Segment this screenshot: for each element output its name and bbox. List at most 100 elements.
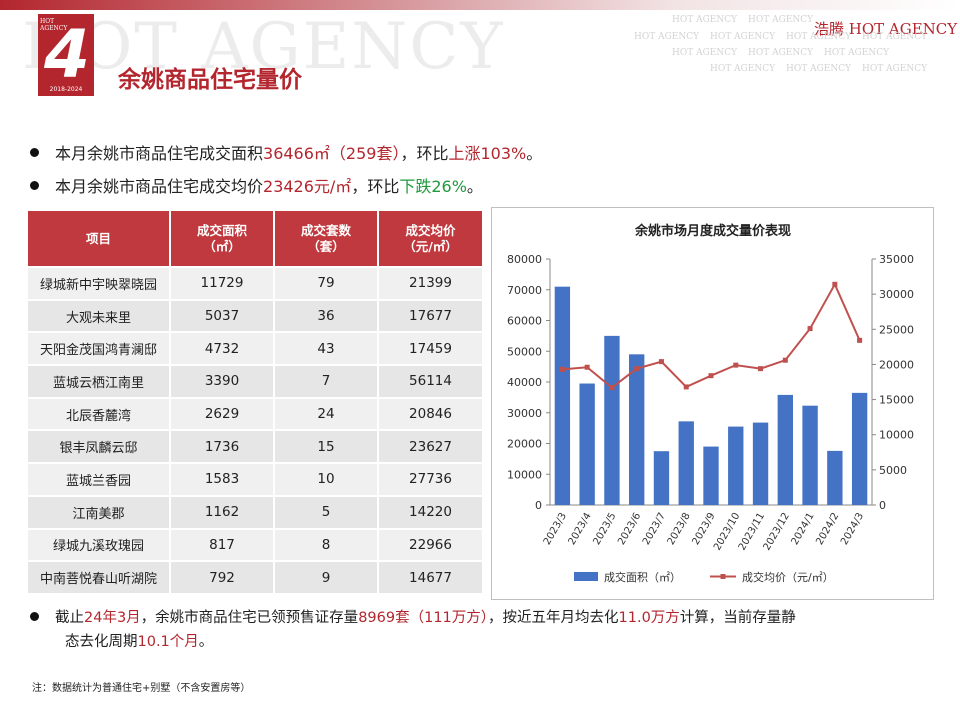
header-project: 项目 <box>28 211 169 266</box>
inventory-cycle: 10.1个月 <box>137 634 199 650</box>
bar <box>653 451 670 505</box>
brand-watermark: HOT AGENCY <box>672 48 738 58</box>
price-point <box>584 364 590 370</box>
chart-panel: 余姚市场月度成交量价表现 0 10000 20000 30000 40000 50000 60… <box>491 207 934 600</box>
table-row: 蓝城兰香园 1583 10 27736 <box>28 464 482 495</box>
cell-area: 1583 <box>171 464 273 495</box>
cell-area: 817 <box>171 529 273 561</box>
bullet-change: 下跌26% <box>399 177 467 196</box>
price-point <box>807 326 813 332</box>
bullet-price: 本月余姚市商品住宅成交均价23426元/㎡，环比下跌26%。 <box>30 177 483 197</box>
cell-units: 7 <box>275 366 377 397</box>
cell-units: 5 <box>275 496 377 528</box>
bullet-dot <box>30 181 39 190</box>
inventory-stock: 8969套（111万方） <box>358 610 489 626</box>
left-tick-label: 20000 <box>507 438 542 451</box>
cell-price: 23627 <box>379 431 482 463</box>
x-tick-label: 2024/3 <box>839 511 866 547</box>
table-row: 大观未来里 5037 36 17677 <box>28 300 482 332</box>
logo-years: 2018-2024 <box>49 86 83 93</box>
cell-price: 14677 <box>379 562 482 593</box>
right-tick-label: 25000 <box>879 323 914 336</box>
bar <box>678 421 694 505</box>
brand-watermark: HOT AGENCY <box>862 64 928 74</box>
bullet-text: 本月余姚市商品住宅成交面积 <box>55 144 264 163</box>
right-tick-label: 15000 <box>879 394 914 407</box>
cell-price: 17459 <box>379 333 482 365</box>
cell-area: 1736 <box>171 431 273 463</box>
cell-area: 5037 <box>171 300 273 332</box>
price-point <box>733 362 739 368</box>
cell-area: 1162 <box>171 496 273 528</box>
header-units: 成交套数 （套） <box>275 211 377 266</box>
brand-watermark: HOT AGENCY <box>710 32 776 42</box>
cell-units: 15 <box>275 431 377 463</box>
cell-area: 4732 <box>171 333 273 365</box>
logo: HOT AGENCY 4 2018-2024 <box>38 14 94 96</box>
bullet-text: ，余姚市商品住宅已领预售证存量 <box>140 610 359 626</box>
right-tick-label: 35000 <box>879 253 914 266</box>
cell-project: 绿城新中宇映翠晓园 <box>28 268 169 299</box>
cell-project: 江南美郡 <box>28 496 169 528</box>
cell-units: 10 <box>275 464 377 495</box>
table-row: 江南美郡 1162 5 14220 <box>28 496 482 528</box>
project-table: 项目 成交面积 （㎡） 成交套数 （套） 成交均价 （元/㎡） 绿城新中宇映翠晓园 11… <box>26 209 484 595</box>
x-tick-label: 2023/4 <box>567 511 594 547</box>
inventory-date: 24年3月 <box>84 610 141 626</box>
bullet-text: 。 <box>526 144 543 163</box>
brand-logo: 浩腾 HOT AGENCY <box>814 20 958 38</box>
price-point <box>683 384 689 390</box>
cell-price: 14220 <box>379 496 482 528</box>
brand-watermark: HOT AGENCY <box>824 48 890 58</box>
cell-project: 大观未来里 <box>28 300 169 332</box>
cell-project: 银丰凤麟云邸 <box>28 431 169 463</box>
left-tick-label: 50000 <box>507 345 542 358</box>
brand-watermark: HOT AGENCY <box>786 32 852 42</box>
x-tick-label: 2024/2 <box>814 511 841 547</box>
table-row: 中南菩悦春山听湖院 792 9 14677 <box>28 562 482 593</box>
legend-bar-label: 成交面积（㎡） <box>604 570 681 584</box>
right-tick-label: 0 <box>879 499 886 512</box>
left-tick-label: 40000 <box>507 376 542 389</box>
x-tick-label: 2023/8 <box>666 511 693 547</box>
x-tick-label: 2023/7 <box>641 511 668 547</box>
cell-project: 蓝城云栖江南里 <box>28 366 169 397</box>
left-tick-label: 0 <box>535 499 542 512</box>
header-price: 成交均价 （元/㎡） <box>379 211 482 266</box>
bar <box>629 354 645 505</box>
bullet-value: 36466㎡（259套） <box>263 144 401 163</box>
table-row: 蓝城云栖江南里 3390 7 56114 <box>28 366 482 397</box>
brand-watermark: HOT AGENCY <box>786 64 852 74</box>
cell-price: 20846 <box>379 398 482 430</box>
bullet-text: ，按近五年月均去化 <box>488 610 619 626</box>
left-tick-label: 10000 <box>507 468 542 481</box>
price-point <box>559 366 565 372</box>
right-tick-label: 5000 <box>879 464 907 477</box>
bullet-inventory: 截止24年3月，余姚市商品住宅已领预售证存量8969套（111万方），按近五年月… <box>30 606 930 654</box>
price-point <box>782 357 788 363</box>
table-row: 天阳金茂国鸿青澜邸 4732 43 17459 <box>28 333 482 365</box>
cell-price: 21399 <box>379 268 482 299</box>
left-tick-label: 30000 <box>507 407 542 420</box>
cell-area: 792 <box>171 562 273 593</box>
cell-price: 56114 <box>379 366 482 397</box>
cell-units: 43 <box>275 333 377 365</box>
bullet-text: 。 <box>466 177 483 196</box>
legend-line-label: 成交均价（元/㎡） <box>742 570 834 584</box>
legend-line-marker <box>720 574 726 579</box>
bullet-text: 。 <box>198 634 214 650</box>
cell-units: 79 <box>275 268 377 299</box>
table-row: 银丰凤麟云邸 1736 15 23627 <box>28 431 482 463</box>
chart-title: 余姚市场月度成交量价表现 <box>634 223 791 239</box>
brand-watermark: HOT AGENCY <box>748 48 814 58</box>
bar <box>827 450 843 505</box>
cell-project: 蓝城兰香园 <box>28 464 169 495</box>
price-point <box>758 366 764 372</box>
legend-bar-swatch <box>574 572 598 581</box>
brand-watermark: HOT AGENCY <box>634 32 700 42</box>
bar <box>752 422 769 505</box>
cell-units: 36 <box>275 300 377 332</box>
price-point <box>857 337 863 343</box>
bar <box>703 446 719 505</box>
left-tick-label: 80000 <box>507 253 542 266</box>
